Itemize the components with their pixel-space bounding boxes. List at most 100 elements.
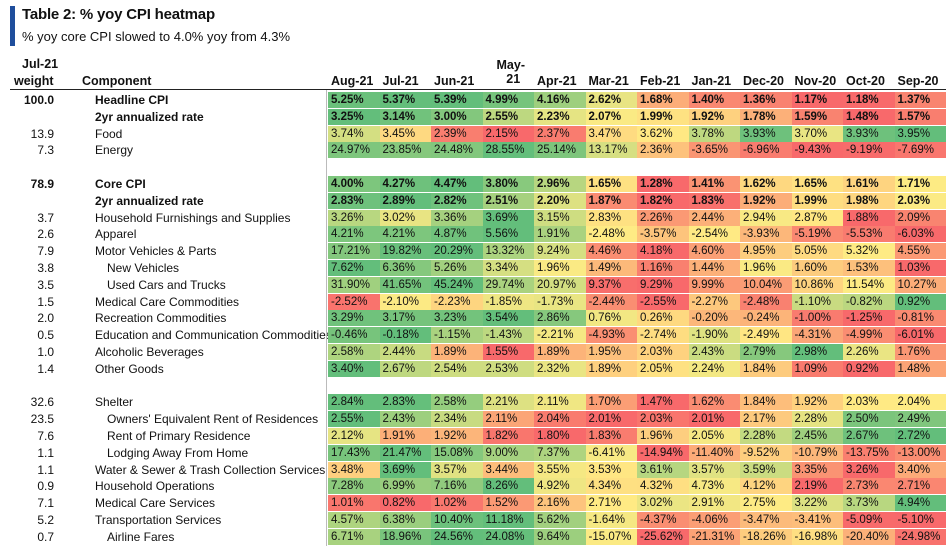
column-header: Sep-20 — [897, 74, 939, 88]
heatmap-cell: 24.97% — [328, 142, 380, 159]
heatmap-cell: -9.52% — [740, 444, 792, 461]
heatmap-cell: -13.00% — [894, 444, 946, 461]
title-accent-bar — [10, 6, 15, 46]
heatmap-cell: 2.72% — [894, 428, 946, 444]
heatmap-cell: 6.36% — [379, 260, 431, 276]
heatmap-cell: 2.45% — [791, 428, 843, 444]
row-weight: 3.5 — [37, 277, 54, 292]
heatmap-cell: 1.80% — [534, 428, 586, 444]
heatmap-cell: -2.44% — [585, 293, 637, 310]
heatmap-cell: 4.60% — [688, 243, 740, 260]
heatmap-cell: 10.86% — [791, 276, 843, 293]
heatmap-cell: 24.08% — [482, 528, 534, 545]
heatmap-cell: 4.73% — [688, 478, 740, 495]
heatmap-cell: 4.55% — [894, 243, 946, 260]
row-label: 2yr annualized rate — [95, 193, 204, 208]
row-label: Recreation Commodities — [95, 311, 227, 326]
heatmap-cell: 1.40% — [688, 92, 740, 108]
heatmap-cell: 2.36% — [637, 142, 689, 159]
heatmap-cell: 1.89% — [585, 360, 637, 377]
heatmap-cell: 2.75% — [740, 495, 792, 512]
heatmap-cell: 3.40% — [328, 360, 380, 377]
heatmap-cell: 2.03% — [637, 344, 689, 360]
heatmap-cell: 13.32% — [482, 243, 534, 260]
heatmap-cell: -3.65% — [688, 142, 740, 159]
heatmap-cell: 2.96% — [534, 176, 586, 192]
heatmap-cell: -2.10% — [379, 293, 431, 310]
heatmap-cell: 2.94% — [740, 209, 792, 226]
heatmap-cell: 2.04% — [534, 411, 586, 428]
heatmap-cell: 5.37% — [379, 92, 431, 108]
heatmap-cell: 1.82% — [482, 428, 534, 444]
heatmap-cell: 3.57% — [431, 461, 483, 478]
heatmap-cell: 1.17% — [791, 92, 843, 108]
heatmap-cell: 1.92% — [688, 108, 740, 125]
heatmap-cell: 7.62% — [328, 260, 380, 276]
heatmap-cell: 3.25% — [328, 108, 380, 125]
heatmap-cell: 4.87% — [431, 226, 483, 243]
heatmap-cell: 0.82% — [379, 495, 431, 512]
heatmap-cell: 1.99% — [791, 192, 843, 209]
heatmap-cell: 1.82% — [637, 192, 689, 209]
row-weight: 2.6 — [37, 227, 54, 242]
heatmap-cell: -4.93% — [585, 327, 637, 344]
heatmap-cell: 1.87% — [585, 192, 637, 209]
heatmap-cell: 0.92% — [843, 360, 895, 377]
heatmap-cell: 2.07% — [585, 108, 637, 125]
heatmap-cell: -6.03% — [894, 226, 946, 243]
heatmap-cell: -1.73% — [534, 293, 586, 310]
heatmap-cell: -13.75% — [843, 444, 895, 461]
heatmap-cell: -4.99% — [843, 327, 895, 344]
heatmap-cell: 1.53% — [843, 260, 895, 276]
heatmap-cell: 1.28% — [637, 176, 689, 192]
heatmap-cell: 1.78% — [740, 108, 792, 125]
heatmap-cell: 1.47% — [637, 394, 689, 411]
row-label: Food — [95, 126, 123, 141]
heatmap-cell: 1.16% — [637, 260, 689, 276]
heatmap-cell: 1.55% — [482, 344, 534, 360]
heatmap-cell: 2.16% — [534, 495, 586, 512]
column-header: Oct-20 — [846, 74, 885, 88]
heatmap-cell: -11.40% — [688, 444, 740, 461]
heatmap-cell: -2.21% — [534, 327, 586, 344]
heatmap-cell: 2.83% — [585, 209, 637, 226]
heatmap-cell: 2.83% — [328, 192, 380, 209]
heatmap-cell: 1.59% — [791, 108, 843, 125]
heatmap-cell: 2.04% — [894, 394, 946, 411]
heatmap-cell: 0.76% — [585, 310, 637, 327]
row-weight: 1.5 — [37, 294, 54, 309]
row-label: Household Furnishings and Supplies — [95, 210, 291, 225]
row-weight: 7.1 — [37, 496, 54, 511]
heatmap-cell: 2.05% — [688, 428, 740, 444]
heatmap-cell: 2.79% — [740, 344, 792, 360]
heatmap-cell: 4.00% — [328, 176, 380, 192]
row-weight: 3.8 — [37, 261, 54, 275]
heatmap-cell: 2.20% — [534, 192, 586, 209]
heatmap-cell: 1.96% — [740, 260, 792, 276]
heatmap-cell: -4.06% — [688, 512, 740, 528]
heatmap-cell: -1.43% — [482, 327, 534, 344]
heatmap-cell: 3.14% — [379, 108, 431, 125]
table-title: Table 2: % yoy CPI heatmap — [22, 6, 215, 23]
heatmap-cell: 3.69% — [379, 461, 431, 478]
heatmap-cell: -2.48% — [740, 293, 792, 310]
row-label: Rent of Primary Residence — [107, 429, 251, 443]
row-label: Shelter — [95, 395, 134, 410]
heatmap-cell: 1.89% — [431, 344, 483, 360]
heatmap-cell: 2.37% — [534, 125, 586, 142]
heatmap-cell: 2.49% — [894, 411, 946, 428]
row-label: Lodging Away From Home — [107, 445, 249, 460]
row-weight: 78.9 — [30, 177, 54, 191]
heatmap-cell: 2.01% — [688, 411, 740, 428]
heatmap-cell: 20.29% — [431, 243, 483, 260]
weight-header-line1: Jul-21 — [22, 57, 59, 71]
heatmap-cell: 1.95% — [585, 344, 637, 360]
heatmap-cell: 3.35% — [791, 461, 843, 478]
heatmap-cell: -1.90% — [688, 327, 740, 344]
heatmap-cell: 2.44% — [379, 344, 431, 360]
heatmap-cell: 2.67% — [379, 360, 431, 377]
row-label: Core CPI — [95, 177, 146, 191]
heatmap-cell: 3.47% — [585, 125, 637, 142]
heatmap-cell: 2.15% — [482, 125, 534, 142]
heatmap-cell: 2.32% — [534, 360, 586, 377]
